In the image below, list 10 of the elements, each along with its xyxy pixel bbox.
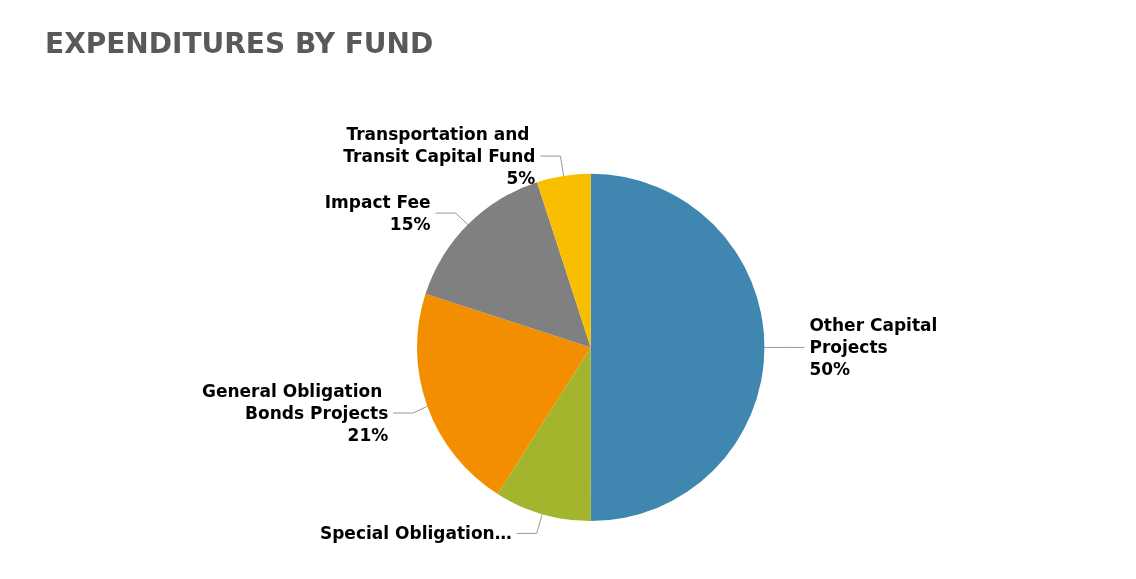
- slice-label: Special Obligation…: [319, 523, 512, 544]
- chart-title: EXPENDITURES BY FUND: [45, 26, 434, 60]
- data-label: 5%: [506, 168, 536, 189]
- data-label: 15%: [389, 214, 431, 235]
- slice-label: Impact Fee: [324, 192, 431, 213]
- slice-label: Transportation and Transit Capital Fund: [343, 124, 536, 167]
- slice-label: General Obligation Bonds Projects: [201, 381, 389, 424]
- data-label: 50%: [809, 359, 851, 380]
- slice-label: Other Capital Projects: [809, 315, 944, 358]
- data-label: 21%: [347, 425, 389, 446]
